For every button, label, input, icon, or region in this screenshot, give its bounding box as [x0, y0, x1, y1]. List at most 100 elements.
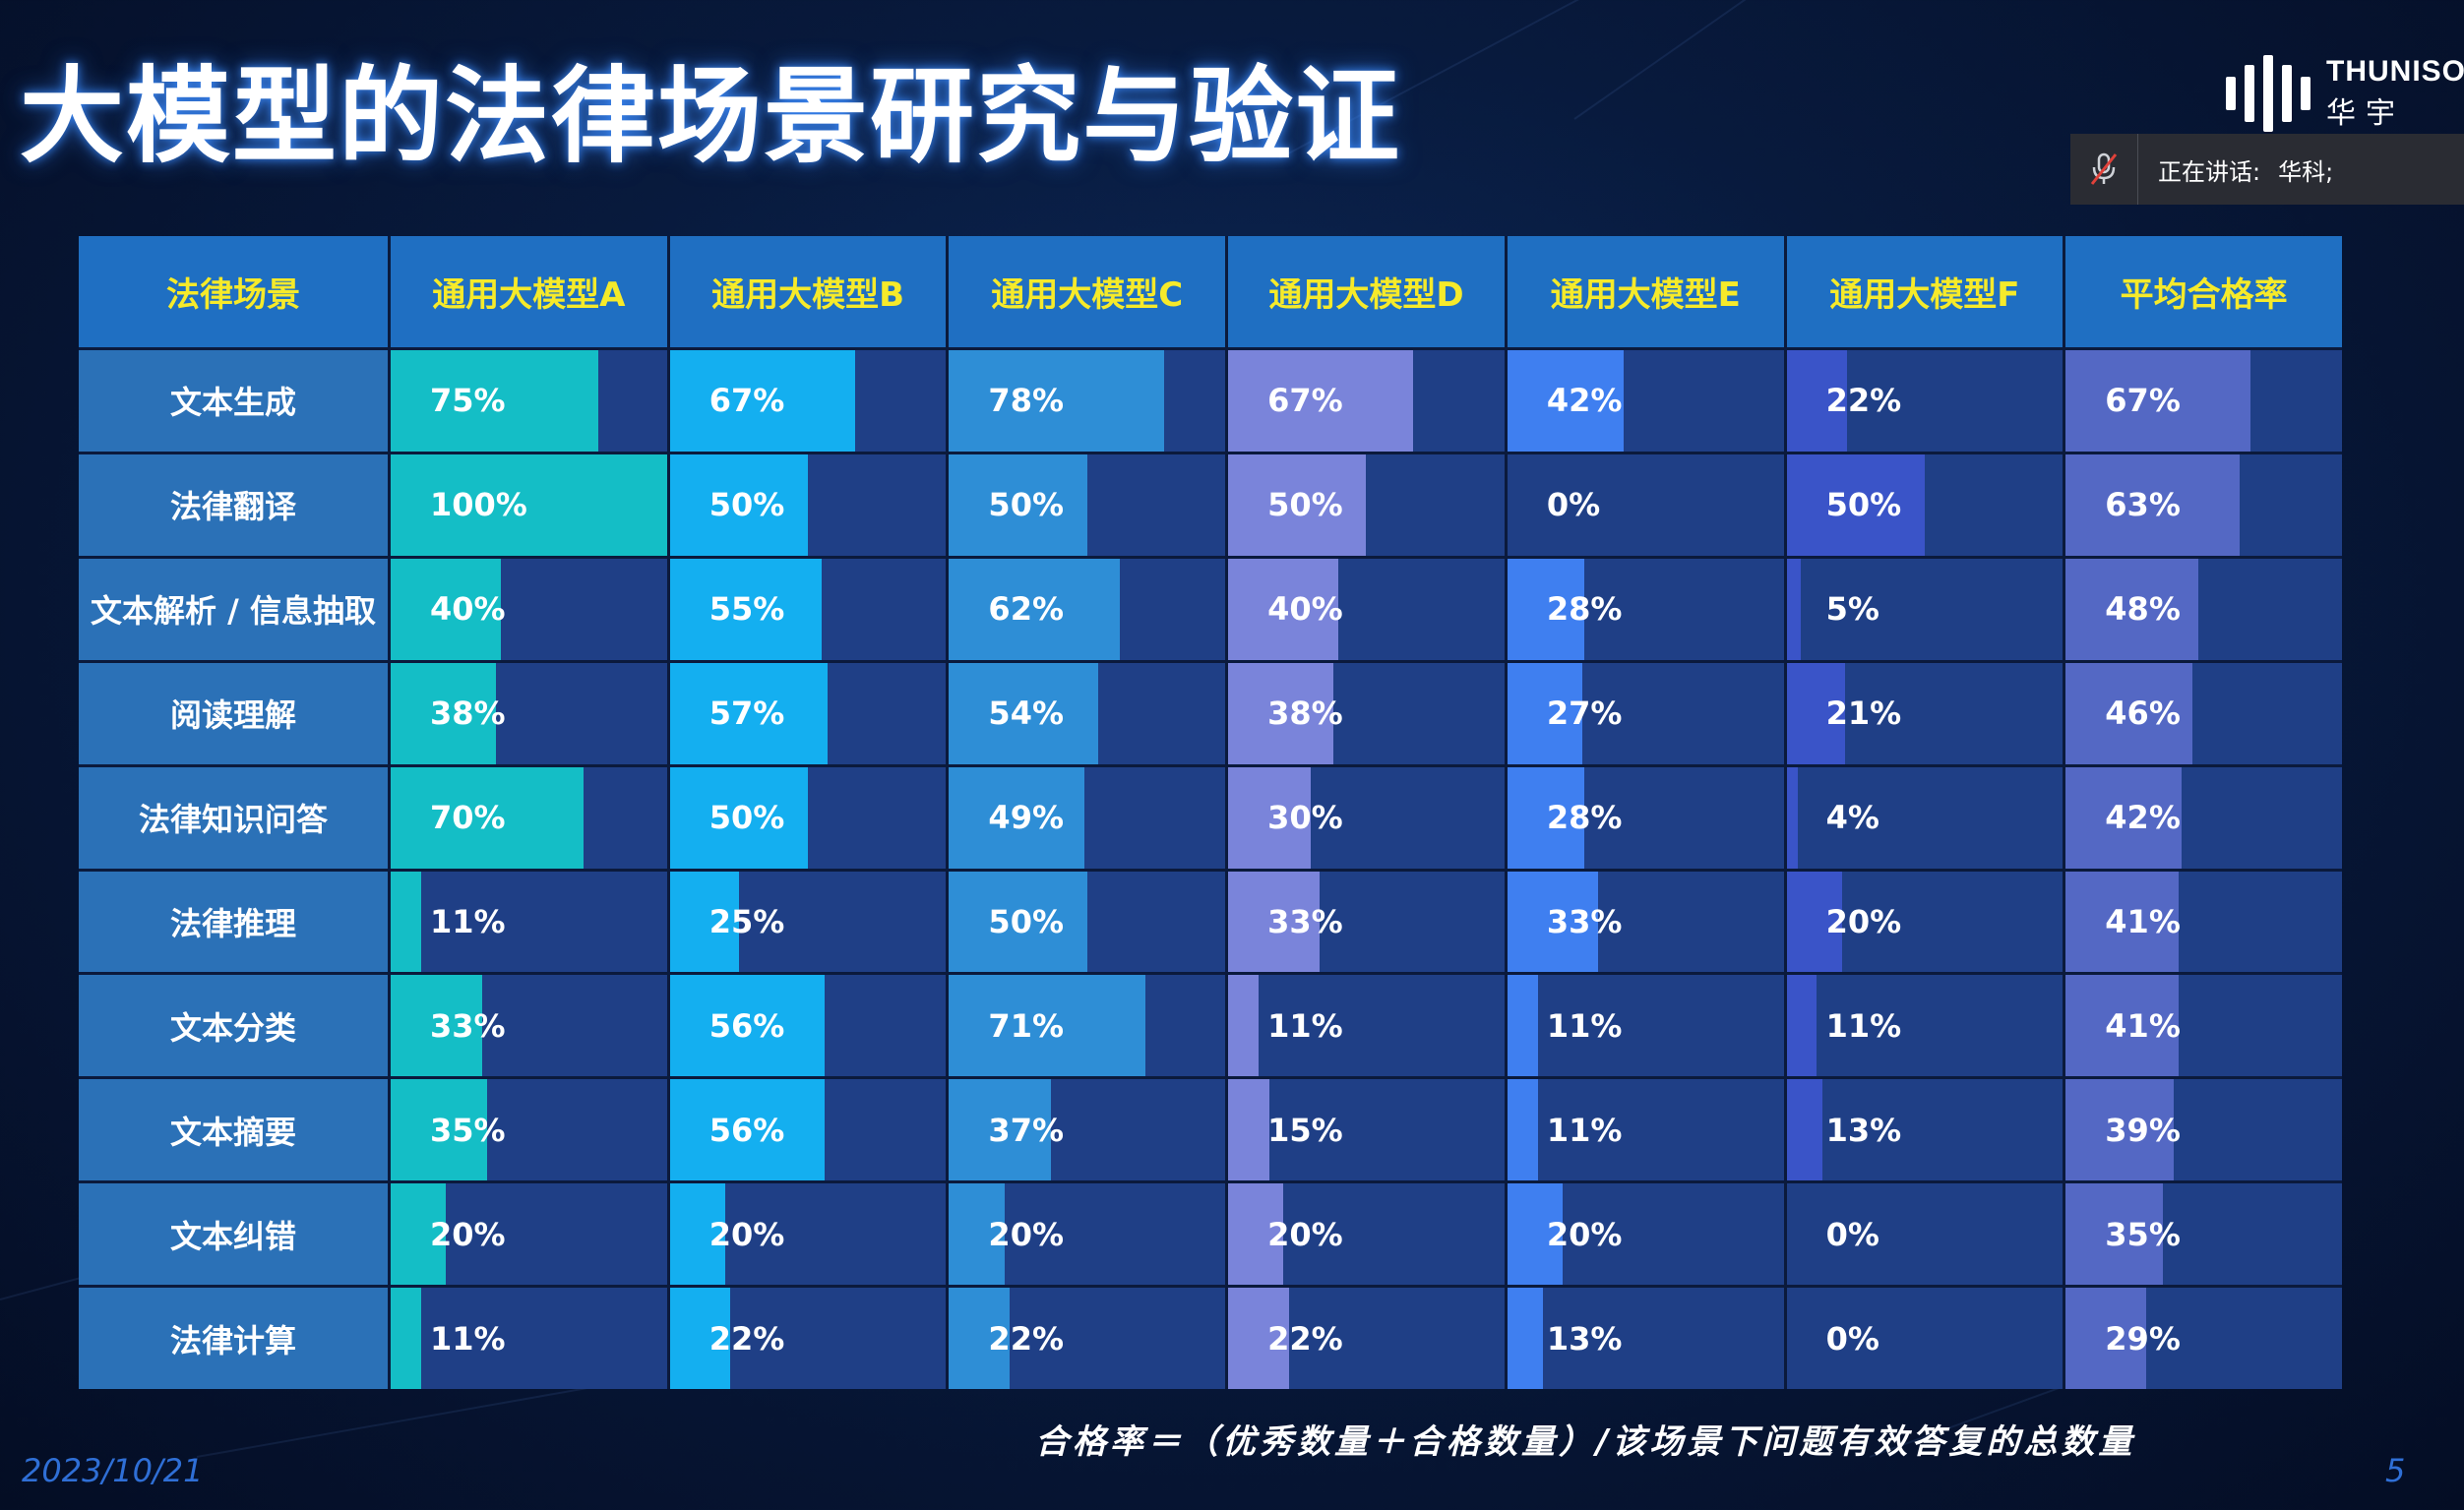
- row-scene-label: 法律翻译: [79, 453, 388, 556]
- rate-cell: 22%: [1228, 1288, 1505, 1389]
- rate-value: 50%: [1267, 486, 1343, 524]
- rate-cell: 20%: [669, 1183, 947, 1286]
- rate-bar: [1228, 1079, 1270, 1181]
- rate-cell: 11%: [1507, 975, 1784, 1077]
- row-scene-label: 文本生成: [79, 350, 388, 452]
- rate-bar: [1786, 766, 1798, 869]
- rate-cell: 35%: [391, 1079, 667, 1181]
- rate-value: 49%: [988, 799, 1065, 837]
- rate-bar: [1786, 975, 1817, 1077]
- header-cell: 通用大模型B: [669, 236, 947, 347]
- rate-bar: [391, 558, 502, 660]
- rate-cell: 38%: [391, 662, 667, 764]
- rate-value: 50%: [708, 799, 785, 837]
- row-scene-label: 文本纠错: [79, 1183, 388, 1286]
- rate-cell: 33%: [1228, 871, 1505, 973]
- speaker-name: 华科;: [2278, 157, 2334, 186]
- rate-bar: [1507, 766, 1585, 869]
- rate-value: 42%: [2105, 799, 2181, 837]
- rate-bar: [1507, 662, 1582, 764]
- header-cell: 平均合格率: [2065, 236, 2342, 347]
- speaking-label: 正在讲话:: [2158, 157, 2261, 186]
- rate-cell: 50%: [1786, 453, 2064, 556]
- rate-cell: 67%: [669, 350, 947, 452]
- rate-value: 78%: [988, 382, 1065, 420]
- rate-bar: [1507, 975, 1538, 1077]
- rate-value: 20%: [988, 1215, 1065, 1253]
- rate-bar: [1228, 871, 1320, 973]
- slide-date: 2023/10/21: [22, 1452, 204, 1489]
- rate-cell: 41%: [2065, 975, 2342, 1077]
- rate-value: 30%: [1267, 799, 1343, 837]
- rate-cell: 50%: [1228, 453, 1505, 556]
- logo-text-cn: 华宇: [2326, 96, 2405, 131]
- rate-cell: 78%: [949, 350, 1226, 452]
- rate-value: 20%: [430, 1215, 506, 1253]
- rate-cell: 37%: [949, 1079, 1226, 1181]
- rate-value: 42%: [1546, 382, 1623, 420]
- rate-bar: [669, 766, 809, 869]
- rate-bar: [2065, 975, 2180, 1077]
- rate-bar: [949, 1183, 1005, 1286]
- rate-bar: [949, 1288, 1011, 1389]
- rate-cell: 38%: [1228, 662, 1505, 764]
- rate-cell: 49%: [949, 766, 1226, 869]
- mic-muted-icon[interactable]: [2070, 134, 2138, 205]
- rate-value: 46%: [2105, 695, 2181, 733]
- rate-cell: 20%: [1228, 1183, 1505, 1286]
- rate-cell: 62%: [949, 558, 1226, 660]
- rate-cell: 42%: [1507, 350, 1784, 452]
- rate-bar: [949, 871, 1087, 973]
- page-number: 5: [2385, 1452, 2406, 1489]
- header-cell: 通用大模型C: [949, 236, 1226, 347]
- row-scene-label: 法律计算: [79, 1288, 388, 1389]
- rate-cell: 46%: [2065, 662, 2342, 764]
- rate-bar: [391, 1183, 447, 1286]
- rate-value: 20%: [1267, 1215, 1343, 1253]
- rate-value: 56%: [708, 1006, 785, 1045]
- rate-cell: 50%: [669, 766, 947, 869]
- rate-value: 20%: [708, 1215, 785, 1253]
- rate-value: 48%: [2105, 590, 2181, 629]
- rate-cell: 42%: [2065, 766, 2342, 869]
- rate-cell: 56%: [669, 975, 947, 1077]
- rate-value: 21%: [1825, 695, 1902, 733]
- rate-cell: 57%: [669, 662, 947, 764]
- rate-value: 40%: [430, 590, 506, 629]
- rate-cell: 67%: [2065, 350, 2342, 452]
- rate-cell: 20%: [1786, 871, 2064, 973]
- rate-bar: [2065, 871, 2180, 973]
- logo-text-en: THUNISOF: [2326, 55, 2464, 88]
- rate-value: 0%: [1546, 486, 1601, 524]
- rate-value: 40%: [1267, 590, 1343, 629]
- rate-cell: 30%: [1228, 766, 1505, 869]
- thunisoft-logo: THUNISOF 华宇: [2226, 55, 2464, 132]
- rate-cell: 41%: [2065, 871, 2342, 973]
- rate-value: 38%: [1267, 695, 1343, 733]
- rate-bar: [2065, 1183, 2163, 1286]
- rate-cell: 11%: [1786, 975, 2064, 1077]
- header-cell: 通用大模型F: [1786, 236, 2064, 347]
- rate-value: 100%: [430, 486, 527, 524]
- rate-value: 27%: [1546, 695, 1623, 733]
- rate-bar: [949, 766, 1084, 869]
- rate-value: 57%: [708, 695, 785, 733]
- rate-value: 0%: [1825, 1215, 1879, 1253]
- rate-cell: 20%: [391, 1183, 667, 1286]
- rate-cell: 50%: [669, 453, 947, 556]
- rate-bar: [1228, 975, 1260, 1077]
- rate-value: 55%: [708, 590, 785, 629]
- rate-bar: [2065, 1079, 2174, 1181]
- header-cell: 法律场景: [79, 236, 388, 347]
- rate-bar: [1507, 1079, 1538, 1181]
- rate-value: 75%: [430, 382, 506, 420]
- rate-cell: 67%: [1228, 350, 1505, 452]
- row-scene-label: 阅读理解: [79, 662, 388, 764]
- rate-cell: 13%: [1786, 1079, 2064, 1181]
- rate-bar: [391, 453, 667, 556]
- rate-bar: [669, 1079, 825, 1181]
- rate-cell: 33%: [1507, 871, 1784, 973]
- rate-bar: [1228, 350, 1414, 452]
- rate-cell: 71%: [949, 975, 1226, 1077]
- rate-value: 11%: [1825, 1006, 1902, 1045]
